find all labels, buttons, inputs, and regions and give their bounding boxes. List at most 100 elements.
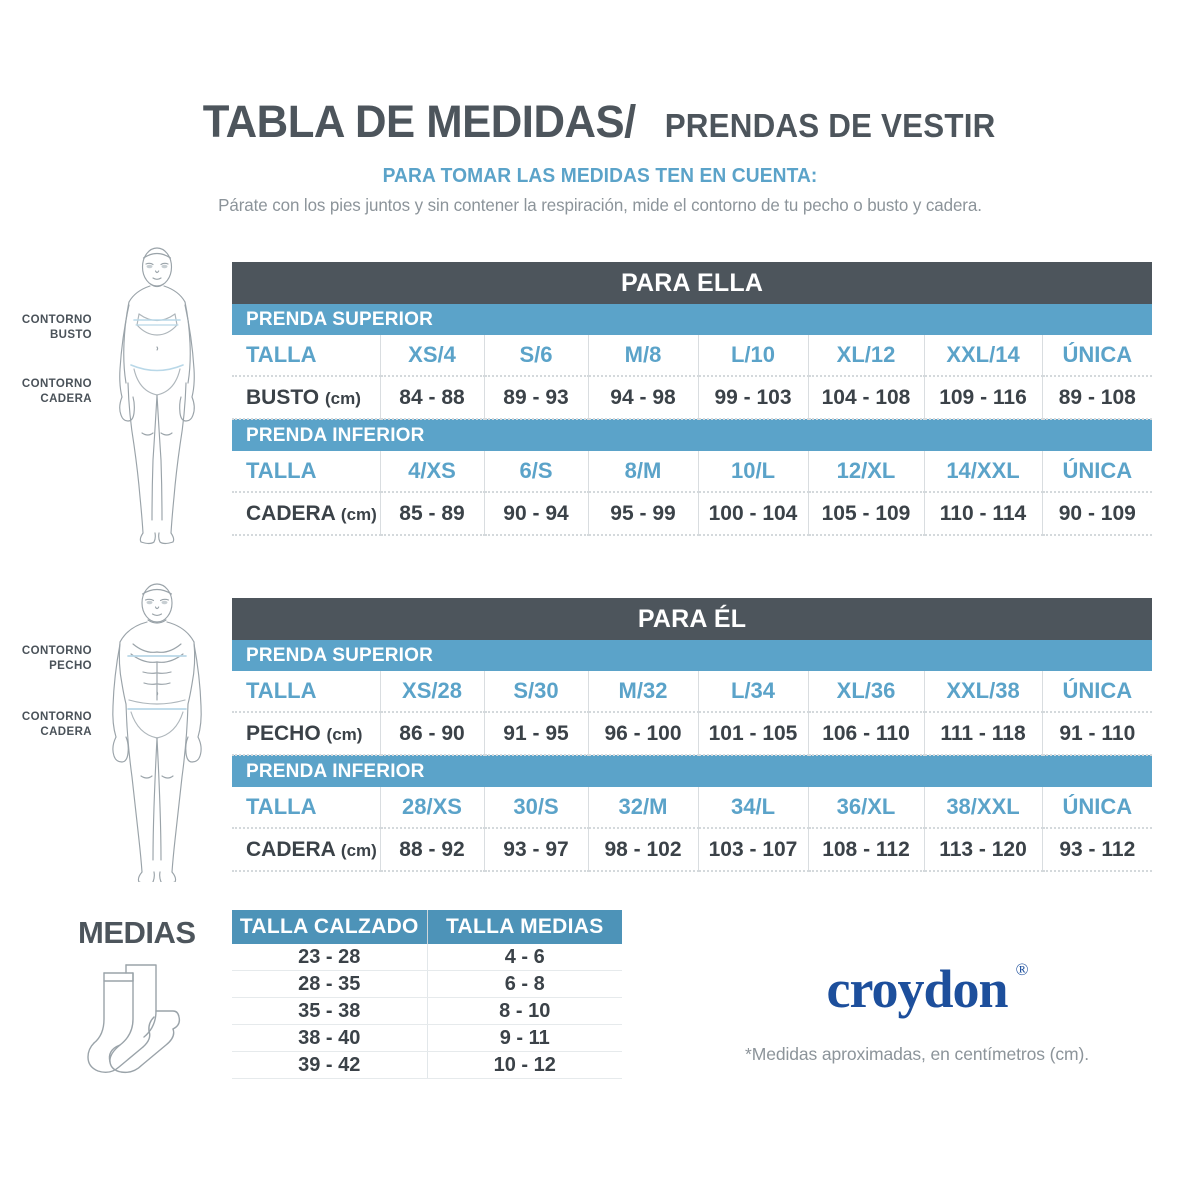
medias-talla-3: 9 - 11 (426, 1024, 622, 1052)
men-lower-size-2: 32/M (587, 787, 698, 829)
women-lower-size-6: ÚNICA (1041, 451, 1153, 493)
men-lower-sizes-row: TALLA 28/XS 30/S 32/M 34/L 36/XL 38/XXL … (232, 787, 1153, 829)
women-upper-size-6: ÚNICA (1041, 335, 1153, 377)
medias-calzado-0: 23 - 28 (232, 944, 427, 971)
medias-calzado-4: 39 - 42 (232, 1051, 427, 1079)
women-upper-value-1: 89 - 93 (483, 376, 588, 420)
women-lower-measure-unit: (cm) (340, 504, 377, 524)
female-bust-label-line2: BUSTO (49, 328, 92, 341)
male-body-icon (112, 583, 202, 882)
page-title-sub: PRENDAS DE VESTIR (664, 107, 996, 144)
women-upper-size-5: XXL/14 (923, 335, 1042, 377)
male-hip-label: CONTORNO CADERA (22, 710, 92, 739)
women-lower-size-4: 12/XL (807, 451, 924, 493)
men-lower-value-1: 93 - 97 (483, 828, 588, 872)
men-lower-measure-unit: (cm) (340, 840, 377, 860)
women-upper-size-4: XL/12 (807, 335, 924, 377)
men-size-table: PARA ÉL PRENDA SUPERIOR TALLA XS/28 S/30… (232, 598, 1153, 872)
women-upper-value-0: 84 - 88 (379, 376, 484, 420)
medias-col-header-0: TALLA CALZADO (232, 910, 427, 944)
men-upper-value-3: 101 - 105 (697, 712, 808, 756)
men-upper-value-5: 111 - 118 (923, 712, 1042, 756)
men-lower-size-0: 28/XS (379, 787, 484, 829)
men-lower-value-3: 103 - 107 (697, 828, 808, 872)
female-hip-label-line2: CADERA (40, 392, 92, 405)
men-lower-values-row: CADERA (cm) 88 - 92 93 - 97 98 - 102 103… (232, 828, 1153, 872)
men-lower-value-6: 93 - 112 (1041, 828, 1153, 872)
women-lower-measure-name: CADERA (246, 501, 336, 525)
women-lower-measure-label: CADERA (cm) (232, 492, 380, 536)
men-upper-size-2: M/32 (587, 671, 698, 713)
male-hip-label-line2: CADERA (40, 725, 92, 738)
male-chest-label-line1: CONTORNO (21, 645, 92, 657)
page-header: TABLA DE MEDIDAS/ PRENDAS DE VESTIR PARA… (0, 0, 1200, 216)
women-upper-values-row: BUSTO (cm) 84 - 88 89 - 93 94 - 98 99 - … (232, 376, 1153, 420)
men-lower-talla-label: TALLA (232, 787, 380, 829)
medias-calzado-2: 35 - 38 (232, 997, 427, 1025)
men-lower-size-4: 36/XL (807, 787, 924, 829)
men-upper-value-0: 86 - 90 (379, 712, 484, 756)
women-lower-size-1: 6/S (483, 451, 588, 493)
women-upper-band-row: PRENDA SUPERIOR (232, 304, 1153, 335)
men-upper-value-2: 96 - 100 (587, 712, 698, 756)
men-lower-value-5: 113 - 120 (923, 828, 1042, 872)
men-lower-value-2: 98 - 102 (587, 828, 698, 872)
women-lower-value-4: 105 - 109 (807, 492, 924, 536)
men-upper-size-4: XL/36 (807, 671, 924, 713)
men-lower-size-5: 38/XXL (923, 787, 1042, 829)
men-upper-band-row: PRENDA SUPERIOR (232, 640, 1153, 671)
men-upper-size-1: S/30 (483, 671, 588, 713)
women-upper-sizes-row: TALLA XS/4 S/6 M/8 L/10 XL/12 XXL/14 ÚNI… (232, 335, 1153, 377)
women-upper-measure-name: BUSTO (246, 385, 320, 409)
women-upper-measure-label: BUSTO (cm) (232, 376, 380, 420)
female-bust-label: CONTORNO BUSTO (22, 313, 92, 342)
women-upper-size-3: L/10 (697, 335, 808, 377)
women-lower-value-1: 90 - 94 (483, 492, 588, 536)
men-upper-sizes-row: TALLA XS/28 S/30 M/32 L/34 XL/36 XXL/38 … (232, 671, 1153, 713)
women-lower-value-0: 85 - 89 (379, 492, 484, 536)
men-upper-band-label: PRENDA SUPERIOR (232, 640, 1153, 671)
women-lower-value-5: 110 - 114 (923, 492, 1042, 536)
women-upper-size-1: S/6 (483, 335, 588, 377)
men-lower-value-0: 88 - 92 (379, 828, 484, 872)
women-lower-size-0: 4/XS (379, 451, 484, 493)
women-upper-value-4: 104 - 108 (807, 376, 924, 420)
medias-talla-4: 10 - 12 (426, 1051, 622, 1079)
men-upper-size-6: ÚNICA (1041, 671, 1153, 713)
male-chest-label: CONTORNO PECHO (22, 644, 92, 673)
women-lower-talla-label: TALLA (232, 451, 380, 493)
socks-icon (87, 964, 181, 1074)
medias-calzado-1: 28 - 35 (232, 970, 427, 998)
men-lower-value-4: 108 - 112 (807, 828, 924, 872)
female-figure-block: CONTORNO BUSTO CONTORNO CADERA (0, 245, 220, 545)
women-table-title-row: PARA ELLA (232, 262, 1153, 304)
women-size-table: PARA ELLA PRENDA SUPERIOR TALLA XS/4 S/6… (232, 262, 1153, 536)
women-lower-value-2: 95 - 99 (587, 492, 698, 536)
brand-block: croydon ® *Medidas aproximadas, en centím… (697, 958, 1137, 1065)
men-upper-value-4: 106 - 110 (807, 712, 924, 756)
women-lower-sizes-row: TALLA 4/XS 6/S 8/M 10/L 12/XL 14/XXL ÚNI… (232, 451, 1153, 493)
medias-table: TALLA CALZADO TALLA MEDIAS 23 - 28 4 - 6… (232, 910, 622, 1079)
female-hip-label: CONTORNO CADERA (22, 377, 92, 406)
medias-heading: MEDIAS (78, 915, 196, 950)
men-lower-size-1: 30/S (483, 787, 588, 829)
men-upper-measure-name: PECHO (246, 721, 321, 745)
medias-talla-0: 4 - 6 (426, 944, 622, 971)
medias-talla-2: 8 - 10 (426, 997, 622, 1025)
men-lower-measure-name: CADERA (246, 837, 336, 861)
brand-logo-text: croydon (826, 959, 1008, 1019)
male-figure-block: CONTORNO PECHO CONTORNO CADERA (0, 582, 220, 882)
women-lower-size-2: 8/M (587, 451, 698, 493)
men-upper-size-3: L/34 (697, 671, 808, 713)
medias-row: 28 - 35 6 - 8 (232, 970, 622, 998)
women-upper-size-0: XS/4 (379, 335, 484, 377)
medias-row: 39 - 42 10 - 12 (232, 1051, 622, 1079)
women-lower-size-3: 10/L (697, 451, 808, 493)
men-upper-value-1: 91 - 95 (483, 712, 588, 756)
men-lower-band-label: PRENDA INFERIOR (232, 755, 1153, 787)
women-lower-value-3: 100 - 104 (697, 492, 808, 536)
female-bust-label-line1: CONTORNO (21, 314, 92, 326)
men-table-title: PARA ÉL (232, 598, 1153, 640)
male-hip-label-line1: CONTORNO (21, 711, 92, 723)
medias-calzado-3: 38 - 40 (232, 1024, 427, 1052)
